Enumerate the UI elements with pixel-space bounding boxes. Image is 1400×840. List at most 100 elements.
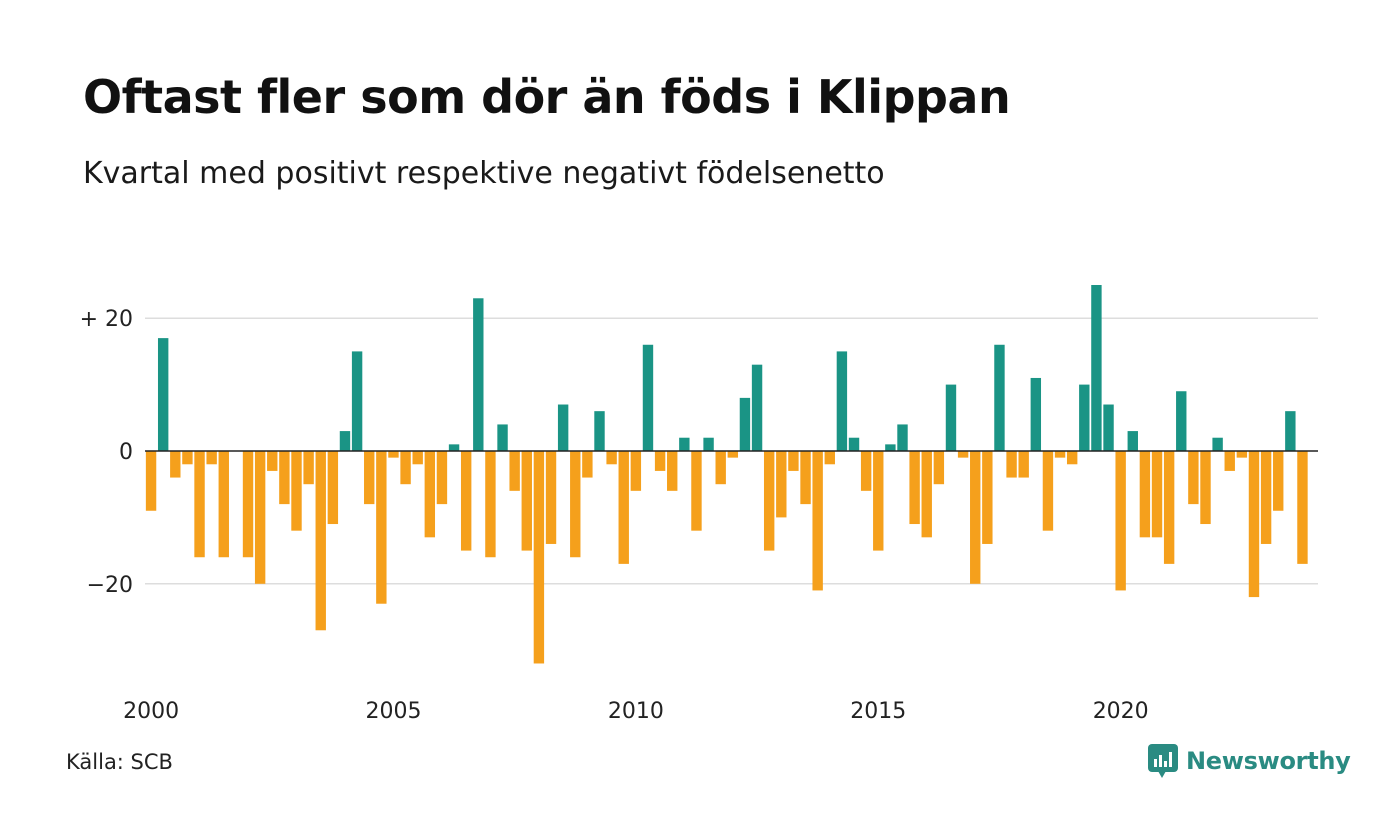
bar [1273, 451, 1284, 511]
bar [1115, 451, 1126, 591]
source-note: Källa: SCB [66, 750, 173, 774]
bar [157, 338, 169, 451]
x-tick-label: 2020 [1093, 699, 1149, 724]
bar [315, 451, 326, 631]
bar [812, 451, 823, 591]
bar [497, 424, 508, 451]
newsworthy-logo-icon [1148, 744, 1178, 778]
bar [291, 451, 302, 531]
bar [521, 451, 532, 551]
bar [788, 451, 799, 471]
bar [242, 451, 254, 558]
bar [860, 451, 872, 491]
bar [1248, 451, 1260, 598]
bar [885, 444, 896, 451]
bar [400, 451, 411, 485]
bar [570, 451, 581, 558]
bar [339, 431, 351, 451]
bar [957, 451, 969, 458]
bar [715, 451, 726, 485]
bar [303, 451, 314, 485]
bar [1042, 451, 1054, 531]
bar [836, 351, 848, 451]
bar [351, 351, 363, 451]
bar [485, 451, 496, 558]
bar [1224, 451, 1235, 471]
bar [1127, 431, 1138, 451]
bar [194, 451, 205, 558]
bar [800, 451, 811, 505]
bar [448, 444, 460, 451]
bar [933, 451, 945, 485]
bar [1297, 451, 1308, 564]
y-tick-label: 0 [119, 440, 133, 465]
bar [509, 451, 520, 491]
bar [1091, 285, 1102, 451]
y-tick-label: −20 [87, 573, 133, 598]
bar [1285, 411, 1296, 451]
bar [473, 298, 484, 451]
bar [606, 451, 617, 465]
bar [654, 451, 666, 471]
bar [1188, 451, 1199, 505]
bar [848, 437, 860, 451]
bar-chart: + 20 0 −20 2000 2005 2010 2015 2020 [80, 285, 1318, 724]
bar [1200, 451, 1211, 525]
bar [1151, 451, 1163, 538]
x-tick-label: 2015 [850, 699, 906, 724]
x-tick-label: 2000 [123, 699, 179, 724]
bar [376, 451, 387, 604]
bar [642, 344, 654, 451]
bar [751, 364, 763, 451]
bar [1054, 451, 1066, 458]
chart-title: Oftast fler som dör än föds i Klippan [83, 70, 1011, 124]
bar [1006, 451, 1017, 478]
bar [436, 451, 448, 505]
bar [1139, 451, 1151, 538]
bar [254, 451, 266, 584]
bar [691, 451, 702, 531]
bar [897, 424, 908, 451]
bar [557, 404, 569, 451]
bar [545, 451, 557, 544]
bar [182, 451, 193, 465]
bar [618, 451, 629, 564]
bar [388, 451, 399, 458]
bar [824, 451, 835, 465]
bar [412, 451, 423, 465]
bar [776, 451, 787, 518]
bar [994, 344, 1005, 451]
bars [145, 285, 1308, 664]
bar [630, 451, 642, 491]
bar [279, 451, 290, 505]
bar [424, 451, 436, 538]
bar [703, 437, 714, 451]
bar [170, 451, 181, 478]
bar [1079, 384, 1090, 451]
bar [763, 451, 775, 551]
bar [533, 451, 545, 664]
bar [594, 411, 605, 451]
x-tick-label: 2005 [366, 699, 422, 724]
bar [267, 451, 278, 471]
bar [460, 451, 472, 551]
bar [1163, 451, 1175, 564]
bar [739, 397, 751, 451]
bar [145, 451, 157, 511]
bar [982, 451, 993, 544]
bar [1236, 451, 1248, 458]
bar [1176, 391, 1187, 451]
axes: + 20 0 −20 2000 2005 2010 2015 2020 [80, 307, 1318, 724]
x-tick-label: 2010 [608, 699, 664, 724]
y-tick-label: + 20 [80, 307, 133, 332]
bar [1030, 377, 1042, 451]
bar [679, 437, 690, 451]
bar [667, 451, 678, 491]
bar [327, 451, 339, 525]
bar [1103, 404, 1114, 451]
bar [1260, 451, 1272, 544]
bar [909, 451, 920, 525]
bar [364, 451, 375, 505]
brand-logo: Newsworthy [1148, 744, 1351, 778]
bar [945, 384, 957, 451]
